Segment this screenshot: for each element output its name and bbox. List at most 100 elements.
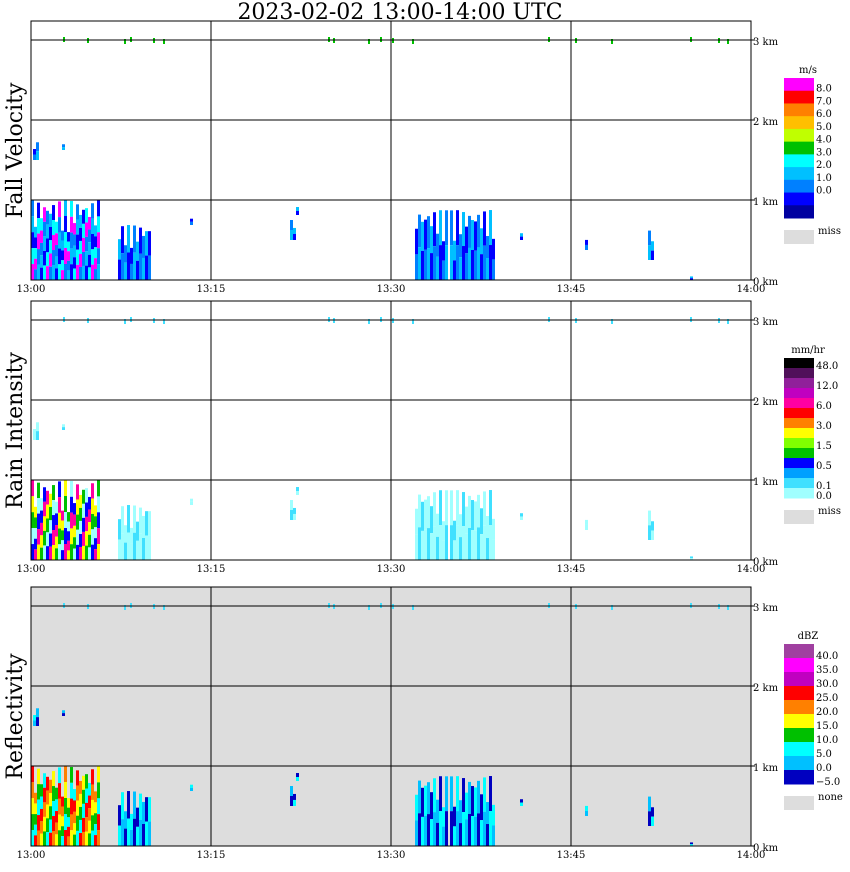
echo-cell — [94, 824, 97, 836]
echo-cell — [88, 509, 91, 523]
echo-cell — [79, 266, 82, 280]
echo-cell — [52, 205, 55, 221]
echo-cell — [520, 233, 523, 237]
colorbar-swatch — [784, 458, 814, 469]
echo-cell — [471, 786, 474, 817]
echo-cell — [61, 530, 64, 541]
echo-cell — [94, 802, 97, 814]
echo-cell — [474, 787, 477, 817]
echo-cell — [124, 262, 127, 280]
echo-cell — [49, 506, 52, 521]
echo-cell — [61, 806, 64, 817]
echo-cell — [296, 211, 299, 215]
echo-cell — [40, 808, 43, 822]
echo-cell — [91, 513, 94, 530]
echo-cell — [486, 538, 489, 560]
echo-cell — [97, 200, 100, 217]
echo-cell — [33, 720, 36, 726]
echo-cell — [40, 498, 43, 511]
echo-cell — [52, 801, 55, 817]
x-tick-label: 13:00 — [17, 564, 46, 575]
echo-cell — [474, 816, 477, 846]
echo-cell — [142, 235, 145, 258]
echo-cell — [76, 484, 79, 500]
echo-cell — [58, 232, 61, 249]
colorbar-swatch — [784, 714, 814, 729]
echo-cell — [127, 252, 130, 280]
echo-cell — [73, 234, 76, 246]
echo-cell — [34, 528, 37, 539]
echo-cell — [70, 201, 73, 217]
echo-cell — [76, 830, 79, 846]
echo-cell — [94, 527, 97, 539]
echo-cell — [82, 817, 85, 832]
echo-cell — [585, 805, 588, 811]
echo-cell — [79, 533, 82, 547]
echo-cell — [492, 238, 495, 260]
colorbar-label: 3.0 — [816, 421, 832, 432]
echo-cell — [453, 260, 456, 280]
echo-cell — [433, 212, 436, 247]
echo-cell — [453, 240, 456, 261]
echo-cell — [85, 488, 88, 503]
y-tick-label: 0 km — [753, 277, 779, 288]
echo-cell — [58, 783, 61, 799]
echo-cell — [61, 520, 64, 531]
echo-cell — [439, 245, 442, 280]
echo-cell — [76, 204, 79, 220]
echo-cell — [85, 236, 88, 252]
echo-cell — [442, 521, 445, 541]
echo-cell — [40, 784, 43, 797]
echo-cell — [43, 530, 46, 546]
echo-cell — [465, 226, 468, 254]
echo-cell — [462, 778, 465, 813]
echo-cell — [31, 264, 34, 280]
echo-cell — [52, 515, 55, 531]
echo-cell — [456, 525, 459, 560]
x-tick-label: 13:30 — [377, 284, 406, 295]
echo-cell — [64, 496, 67, 513]
echo-cell — [43, 501, 46, 517]
echo-cell — [36, 708, 39, 718]
colorbar-swatch — [784, 672, 814, 687]
echo-cell — [67, 232, 70, 242]
echo-cell — [61, 836, 64, 846]
echo-cell — [34, 506, 37, 518]
colorbar-label: 20.0 — [816, 707, 838, 718]
echo-cell — [190, 787, 193, 791]
echo-cell — [94, 258, 97, 270]
echo-cell — [136, 826, 139, 846]
echo-cell — [462, 246, 465, 280]
echo-cell — [91, 264, 94, 280]
colorbar-swatch — [784, 398, 814, 409]
echo-cell — [43, 221, 46, 237]
echo-cell — [445, 776, 448, 812]
echo-cell — [49, 533, 52, 547]
echo-cell — [79, 780, 82, 794]
echo-cell — [450, 210, 453, 246]
echo-cell — [64, 248, 67, 265]
echo-cell — [97, 264, 100, 280]
cloud-top-speck — [124, 605, 126, 610]
echo-cell — [73, 525, 76, 538]
echo-cell — [651, 816, 654, 826]
echo-cell — [127, 225, 130, 253]
echo-cell — [97, 766, 100, 783]
echo-cell — [58, 512, 61, 529]
echo-cell — [82, 831, 85, 846]
colorbar-swatch — [784, 686, 814, 701]
echo-cell — [31, 512, 34, 529]
echo-cell — [64, 200, 67, 217]
echo-cell — [76, 770, 79, 786]
x-tick-label: 13:00 — [17, 850, 46, 861]
echo-cell — [73, 548, 76, 560]
echo-cell — [76, 529, 79, 545]
echo-cell — [585, 239, 588, 245]
echo-cell — [133, 818, 136, 846]
echo-cell — [62, 144, 65, 148]
colorbar-label: 5.0 — [816, 122, 832, 133]
echo-cell — [43, 516, 46, 531]
echo-cell — [520, 236, 523, 240]
colorbar-unit: dBZ — [798, 631, 819, 642]
echo-cell — [61, 230, 64, 241]
